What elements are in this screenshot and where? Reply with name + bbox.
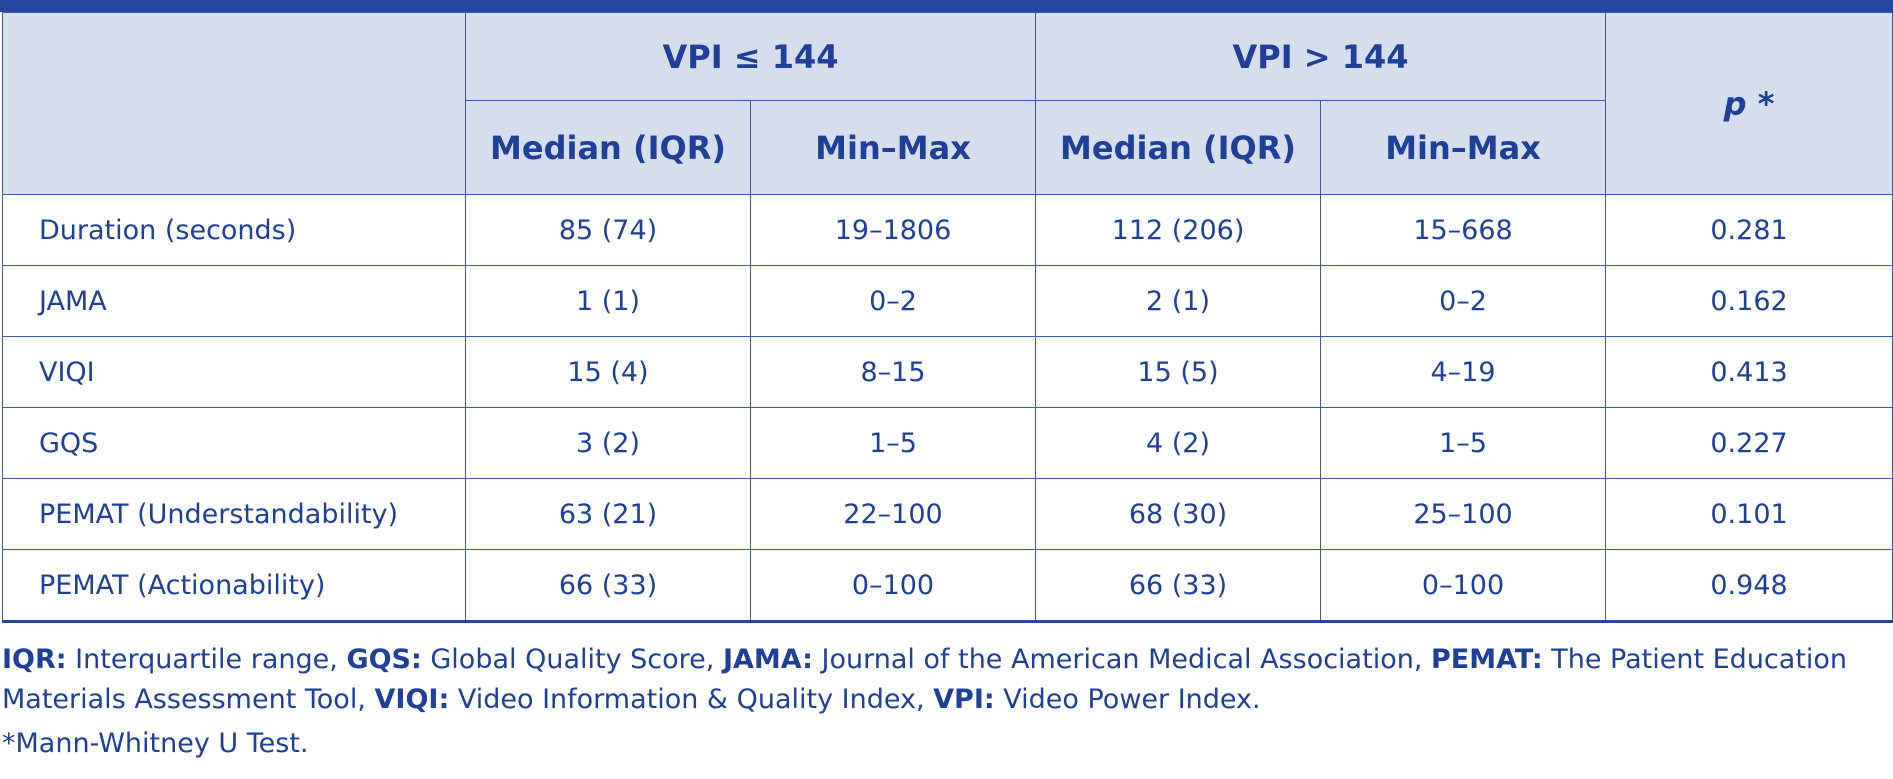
table-row: VIQI 15 (4) 8–15 15 (5) 4–19 0.413 bbox=[2, 336, 1893, 408]
results-table: VPI ≤ 144 VPI > 144 p * Median (IQR) Min… bbox=[2, 12, 1893, 623]
row-label: VIQI bbox=[2, 336, 466, 408]
abbrev-term: IQR: bbox=[2, 644, 67, 675]
abbrev-term: VPI: bbox=[933, 684, 995, 715]
table-cell: 0–100 bbox=[1320, 549, 1607, 623]
sub-header-minmax-low: Min–Max bbox=[749, 100, 1037, 195]
table-body: Duration (seconds) 85 (74) 19–1806 112 (206… bbox=[2, 194, 1893, 623]
table-row: Duration (seconds) 85 (74) 19–1806 112 (206… bbox=[2, 194, 1893, 266]
table-cell: 0.281 bbox=[1605, 194, 1893, 266]
table-cell: 3 (2) bbox=[465, 407, 751, 479]
table-row: PEMAT (Actionability) 66 (33) 0–100 66 (33)… bbox=[2, 549, 1893, 623]
table-cell: 1–5 bbox=[749, 407, 1037, 479]
abbrev-definition: Video Information & Quality Index, bbox=[449, 684, 934, 715]
sub-header-median-low: Median (IQR) bbox=[465, 100, 751, 195]
row-label: Duration (seconds) bbox=[2, 194, 466, 266]
table-row: PEMAT (Understandability) 63 (21) 22–100 68… bbox=[2, 478, 1893, 550]
table-cell: 15 (5) bbox=[1035, 336, 1322, 408]
abbrev-definition: Video Power Index. bbox=[994, 684, 1261, 715]
footnote: *Mann-Whitney U Test. bbox=[2, 728, 309, 759]
group-header-high-vpi: VPI > 144 bbox=[1035, 12, 1607, 101]
sub-header-minmax-high: Min–Max bbox=[1320, 100, 1607, 195]
row-label: PEMAT (Understandability) bbox=[2, 478, 466, 550]
table-cell: 0.162 bbox=[1605, 265, 1893, 337]
table-row: JAMA 1 (1) 0–2 2 (1) 0–2 0.162 bbox=[2, 265, 1893, 337]
group-header-low-vpi: VPI ≤ 144 bbox=[464, 12, 1037, 101]
sub-header-median-high: Median (IQR) bbox=[1035, 100, 1322, 195]
abbrev-term: GQS: bbox=[346, 644, 422, 675]
table-cell: 0–2 bbox=[749, 265, 1037, 337]
row-label: GQS bbox=[2, 407, 466, 479]
table-cell: 0–2 bbox=[1320, 265, 1607, 337]
p-value-header: p * bbox=[1605, 12, 1893, 195]
abbrev-definition: The Patient Education Materials Assessme… bbox=[2, 644, 1848, 715]
row-label: JAMA bbox=[2, 265, 466, 337]
table-cell: 66 (33) bbox=[1035, 549, 1322, 623]
row-label: PEMAT (Actionability) bbox=[2, 549, 466, 623]
table-cell: 0.101 bbox=[1605, 478, 1893, 550]
table-cell: 15 (4) bbox=[465, 336, 751, 408]
table-cell: 0.413 bbox=[1605, 336, 1893, 408]
table-cell: 19–1806 bbox=[749, 194, 1037, 266]
table-cell: 85 (74) bbox=[465, 194, 751, 266]
top-rule bbox=[0, 0, 1893, 12]
abbrev-term: PEMAT: bbox=[1431, 644, 1543, 675]
table-cell: 2 (1) bbox=[1035, 265, 1322, 337]
table-cell: 15–668 bbox=[1320, 194, 1607, 266]
table-cell: 112 (206) bbox=[1035, 194, 1322, 266]
table-cell: 22–100 bbox=[749, 478, 1037, 550]
abbrev-definition: Journal of the American Medical Associat… bbox=[812, 644, 1431, 675]
table-cell: 8–15 bbox=[749, 336, 1037, 408]
abbrev-term: VIQI: bbox=[374, 684, 450, 715]
table-cell: 0–100 bbox=[749, 549, 1037, 623]
table-row: GQS 3 (2) 1–5 4 (2) 1–5 0.227 bbox=[2, 407, 1893, 479]
table-cell: 0.227 bbox=[1605, 407, 1893, 479]
abbreviation-notes: IQR: Interquartile range, GQS: Global Qu… bbox=[2, 640, 1882, 720]
table-cell: 1–5 bbox=[1320, 407, 1607, 479]
abbrev-term: JAMA: bbox=[722, 644, 813, 675]
table-cell: 4 (2) bbox=[1035, 407, 1322, 479]
table-cell: 25–100 bbox=[1320, 478, 1607, 550]
table-cell: 0.948 bbox=[1605, 549, 1893, 623]
empty-corner-header bbox=[2, 12, 466, 195]
table-cell: 1 (1) bbox=[465, 265, 751, 337]
table-cell: 63 (21) bbox=[465, 478, 751, 550]
table-cell: 4–19 bbox=[1320, 336, 1607, 408]
abbrev-definition: Global Quality Score, bbox=[421, 644, 723, 675]
abbrev-definition: Interquartile range, bbox=[66, 644, 347, 675]
table-cell: 66 (33) bbox=[465, 549, 751, 623]
table-cell: 68 (30) bbox=[1035, 478, 1322, 550]
